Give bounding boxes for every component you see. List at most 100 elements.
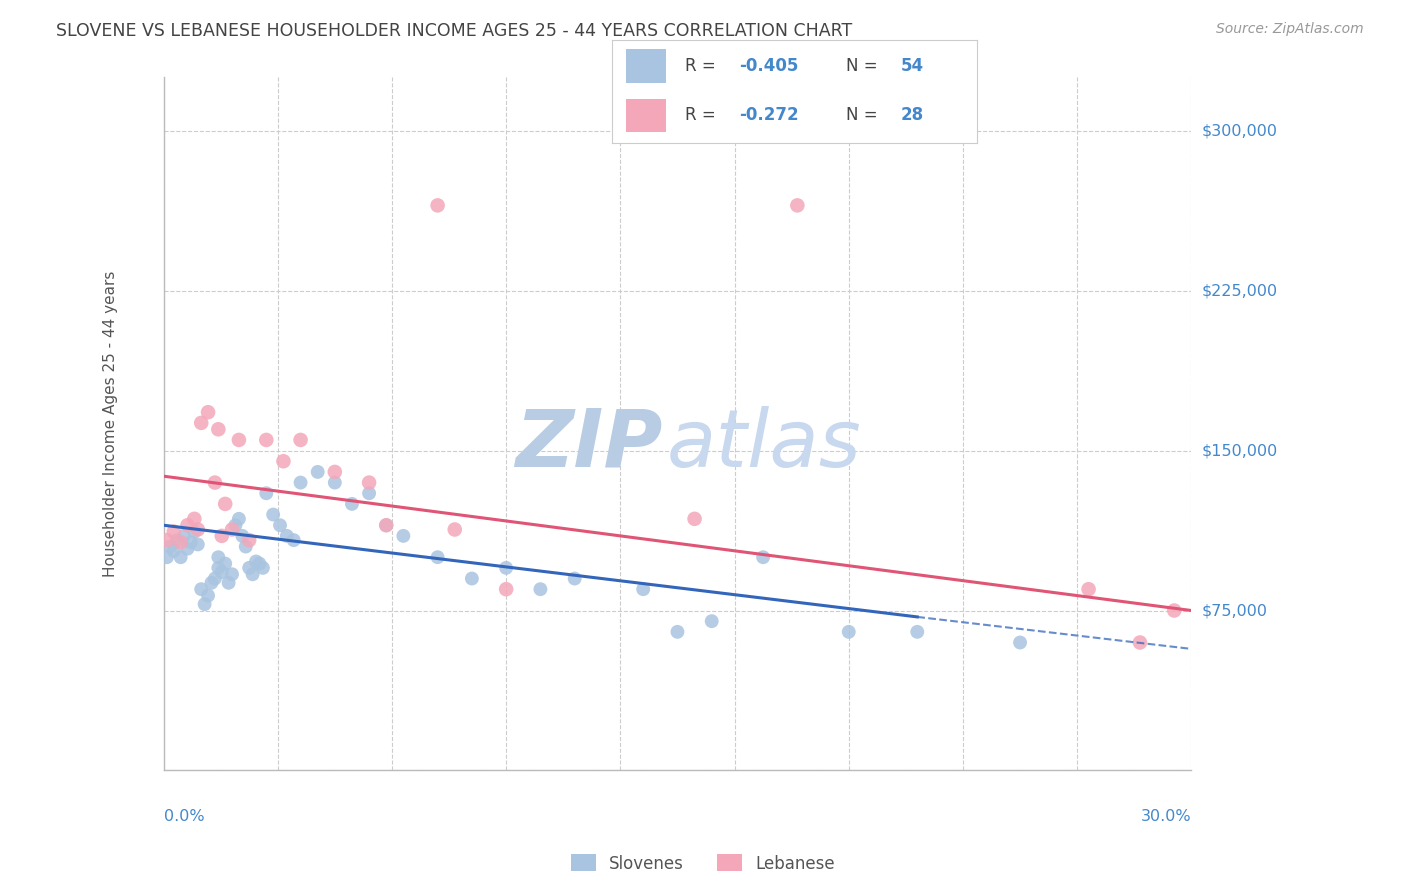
- Point: [323, 465, 346, 479]
- Point: [495, 582, 517, 597]
- Point: [180, 535, 202, 549]
- Point: [1010, 635, 1032, 649]
- Point: [461, 572, 484, 586]
- Point: [269, 518, 291, 533]
- Point: [211, 529, 233, 543]
- Point: [323, 475, 346, 490]
- Point: [375, 518, 398, 533]
- Point: [443, 523, 465, 537]
- Point: [211, 565, 233, 579]
- Point: [228, 433, 250, 447]
- Point: [238, 533, 260, 548]
- Point: [290, 475, 312, 490]
- Point: [218, 575, 240, 590]
- Text: Householder Income Ages 25 - 44 years: Householder Income Ages 25 - 44 years: [103, 271, 118, 577]
- Text: N =: N =: [845, 106, 883, 124]
- Point: [190, 416, 212, 430]
- Point: [245, 554, 267, 568]
- Text: $150,000: $150,000: [1202, 443, 1278, 458]
- Point: [156, 550, 179, 565]
- Point: [176, 541, 198, 556]
- Point: [700, 614, 723, 628]
- Point: [183, 512, 205, 526]
- Point: [228, 512, 250, 526]
- Text: 28: 28: [900, 106, 924, 124]
- Point: [392, 529, 415, 543]
- Point: [187, 537, 209, 551]
- Point: [207, 550, 229, 565]
- Point: [752, 550, 775, 565]
- Point: [426, 198, 449, 212]
- Point: [529, 582, 551, 597]
- Point: [375, 518, 398, 533]
- Point: [169, 550, 191, 565]
- Point: [204, 475, 226, 490]
- Point: [1163, 603, 1185, 617]
- Point: [242, 567, 264, 582]
- Point: [163, 524, 186, 539]
- Point: [683, 512, 706, 526]
- Point: [359, 475, 381, 490]
- Point: [159, 540, 181, 554]
- Point: [905, 624, 928, 639]
- Text: -0.272: -0.272: [740, 106, 799, 124]
- Point: [262, 508, 284, 522]
- Text: N =: N =: [845, 57, 883, 75]
- Point: [249, 557, 271, 571]
- Point: [340, 497, 363, 511]
- Point: [214, 557, 236, 571]
- Text: 54: 54: [900, 57, 924, 75]
- Point: [666, 624, 689, 639]
- Text: atlas: atlas: [668, 406, 862, 483]
- Point: [273, 454, 295, 468]
- Bar: [626, 99, 666, 132]
- Text: 30.0%: 30.0%: [1140, 809, 1191, 824]
- Point: [197, 589, 219, 603]
- Point: [786, 198, 808, 212]
- Point: [254, 486, 277, 500]
- Text: SLOVENE VS LEBANESE HOUSEHOLDER INCOME AGES 25 - 44 YEARS CORRELATION CHART: SLOVENE VS LEBANESE HOUSEHOLDER INCOME A…: [56, 22, 852, 40]
- Point: [204, 572, 226, 586]
- Text: $225,000: $225,000: [1202, 283, 1278, 298]
- Point: [214, 497, 236, 511]
- Point: [426, 550, 449, 565]
- Text: $300,000: $300,000: [1202, 123, 1278, 138]
- Point: [183, 524, 205, 539]
- Point: [194, 597, 217, 611]
- Point: [290, 433, 312, 447]
- Point: [238, 561, 260, 575]
- Point: [283, 533, 305, 548]
- Legend: Slovenes, Lebanese: Slovenes, Lebanese: [564, 847, 842, 880]
- Text: R =: R =: [685, 57, 721, 75]
- Text: $75,000: $75,000: [1202, 603, 1268, 618]
- Point: [359, 486, 381, 500]
- Text: 0.0%: 0.0%: [163, 809, 204, 824]
- Text: -0.405: -0.405: [740, 57, 799, 75]
- Point: [207, 561, 229, 575]
- Point: [1077, 582, 1099, 597]
- Point: [176, 518, 198, 533]
- Point: [187, 523, 209, 537]
- Point: [169, 535, 191, 549]
- Point: [197, 405, 219, 419]
- Point: [224, 518, 246, 533]
- Text: Source: ZipAtlas.com: Source: ZipAtlas.com: [1216, 22, 1364, 37]
- Point: [631, 582, 654, 597]
- Point: [495, 561, 517, 575]
- Text: ZIP: ZIP: [515, 406, 662, 483]
- Point: [564, 572, 586, 586]
- Text: R =: R =: [685, 106, 721, 124]
- Point: [221, 523, 243, 537]
- Bar: [626, 49, 666, 83]
- Point: [838, 624, 860, 639]
- Point: [163, 544, 186, 558]
- Point: [221, 567, 243, 582]
- Point: [207, 422, 229, 436]
- Point: [200, 575, 222, 590]
- Point: [276, 529, 298, 543]
- Point: [1129, 635, 1152, 649]
- Point: [166, 533, 188, 548]
- Point: [235, 540, 257, 554]
- Point: [190, 582, 212, 597]
- Point: [231, 529, 253, 543]
